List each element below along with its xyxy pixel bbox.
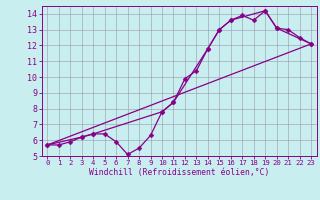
X-axis label: Windchill (Refroidissement éolien,°C): Windchill (Refroidissement éolien,°C) (89, 168, 269, 177)
